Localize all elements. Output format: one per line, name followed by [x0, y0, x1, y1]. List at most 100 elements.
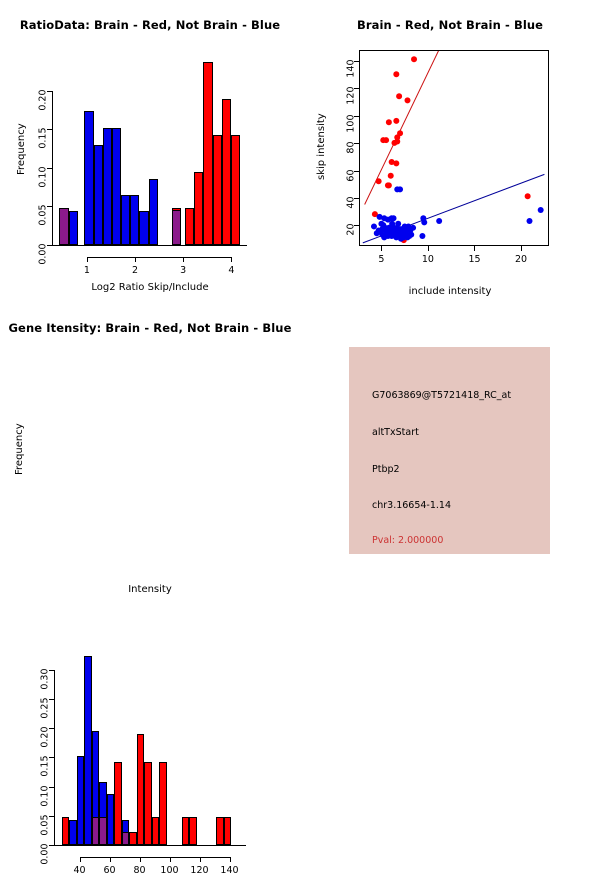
scatter-plot-area: 20 40 60 80 100 120 140 5 10 15 20: [300, 0, 600, 300]
histogram-bar: [111, 128, 122, 245]
scatter-point: [421, 219, 428, 226]
trend-line: [364, 51, 439, 205]
y-tick-label: 0.25: [39, 697, 51, 719]
scatter-point: [395, 220, 402, 227]
scatter-point: [376, 213, 383, 220]
y-tick-mark: [47, 167, 52, 169]
y-tick-label: 0.10: [37, 166, 49, 188]
histogram-bar: [221, 98, 231, 245]
y-tick-label: 40: [345, 196, 357, 209]
x-tick-mark: [86, 257, 88, 262]
x-tick-label: 100: [160, 865, 179, 876]
scatter-point: [375, 178, 382, 185]
locus-text: chr3.16654-1.14: [372, 500, 452, 511]
scatter-point: [388, 159, 395, 166]
scatter-title: Brain - Red, Not Brain - Blue: [356, 18, 544, 32]
scatter-point: [381, 234, 388, 241]
y-tick-mark: [354, 143, 359, 145]
y-tick-label: 0.15: [39, 755, 51, 777]
y-tick-label: 0.05: [39, 814, 51, 836]
y-tick-mark: [354, 170, 359, 172]
scatter-xlabel: include intensity: [408, 286, 492, 297]
scatter-point: [411, 56, 418, 63]
histogram-bar: [148, 178, 158, 245]
x-tick-mark: [199, 857, 201, 862]
y-tick-label: 20: [345, 223, 357, 237]
y-tick-label: 0.20: [39, 726, 51, 748]
x-tick-mark: [139, 857, 141, 862]
histogram-bar-overlap: [121, 832, 129, 845]
histogram-bar: [61, 817, 69, 845]
scatter-point: [373, 230, 380, 237]
scatter-point: [524, 193, 531, 200]
gene-histogram-plot-area: 0.00 0.05 0.10 0.15 0.20 0.25 0.30 40 60 80 100 120…: [0, 300, 300, 876]
histogram-bar: [106, 794, 114, 845]
y-tick-mark: [47, 90, 52, 92]
probe-id-text: G7063869@T5721418_RC_at: [372, 390, 512, 401]
y-tick-mark: [354, 198, 359, 200]
y-tick-mark: [354, 88, 359, 90]
scatter-point: [393, 71, 400, 78]
histogram-bar: [216, 817, 224, 845]
scatter-point: [378, 220, 385, 227]
histogram-bar: [151, 817, 159, 845]
x-tick-label: 15: [468, 254, 481, 265]
histogram-bar: [185, 208, 195, 245]
histogram-bar: [130, 194, 140, 245]
y-tick-label: 0.00: [37, 243, 49, 265]
y-tick-mark: [354, 115, 359, 117]
scatter-point: [379, 226, 386, 233]
x-axis-baseline: [52, 245, 247, 246]
y-tick-label: 80: [345, 141, 357, 154]
x-tick-mark: [521, 246, 523, 251]
histogram-bar: [102, 128, 112, 245]
x-tick-label: 10: [421, 254, 434, 265]
scatter-point: [405, 223, 412, 230]
histogram-bar-overlap: [99, 817, 107, 845]
y-tick-label: 60: [345, 169, 357, 182]
scatter-point: [537, 206, 544, 213]
x-tick-label: 20: [515, 254, 528, 265]
histogram-bar: [69, 819, 77, 845]
x-tick-mark: [79, 857, 81, 862]
scatter-point: [385, 119, 392, 126]
gene-name-text: Ptbp2: [372, 464, 400, 475]
histogram-bar: [93, 144, 103, 245]
x-tick-mark: [109, 857, 111, 862]
histogram-bar: [159, 761, 167, 845]
histogram-bar: [223, 817, 231, 845]
scatter-point: [394, 134, 401, 141]
x-tick-label: 120: [190, 865, 209, 876]
x-tick-label: 60: [103, 865, 116, 876]
ratio-histogram-title: RatioData: Brain - Red, Not Brain - Blue: [19, 18, 281, 32]
histogram-bar: [194, 171, 204, 245]
ratio-histogram-plot-area: 0.00 0.05 0.10 0.15 0.20 1 2 3 4: [0, 0, 300, 300]
histogram-bar-overlap: [59, 208, 69, 245]
x-tick-label: 2: [132, 265, 139, 276]
gene-info-panel: G7063869@T5721418_RC_at altTxStart Ptbp2…: [349, 347, 550, 554]
x-tick-mark: [135, 257, 137, 262]
x-tick-mark: [474, 246, 476, 251]
x-axis-tickbar: [86, 257, 232, 258]
y-axis-line: [54, 669, 55, 845]
y-tick-mark: [47, 245, 52, 246]
gene-histogram-title: Gene Itensity: Brain - Red, Not Brain - …: [8, 321, 292, 335]
histogram-bar: [189, 817, 197, 845]
x-tick-label: 40: [73, 865, 86, 876]
gene-histogram-panel: Gene Itensity: Brain - Red, Not Brain - …: [0, 300, 300, 876]
scatter-point: [436, 217, 443, 224]
histogram-bar: [114, 761, 122, 845]
scatter-plot-frame: [359, 50, 549, 246]
x-tick-mark: [381, 246, 383, 251]
x-tick-label: 140: [220, 865, 239, 876]
ratio-histogram-xlabel: Log2 Ratio Skip/Include: [91, 282, 209, 293]
histogram-bar: [212, 135, 222, 245]
histogram-bar: [84, 111, 94, 245]
y-tick-mark: [354, 60, 359, 62]
y-axis-line: [52, 90, 53, 245]
histogram-bar: [121, 194, 131, 245]
histogram-bar: [144, 761, 152, 845]
scatter-panel: Brain - Red, Not Brain - Blue skip inten…: [300, 0, 600, 300]
histogram-bar: [230, 135, 241, 245]
scatter-point: [387, 172, 394, 179]
